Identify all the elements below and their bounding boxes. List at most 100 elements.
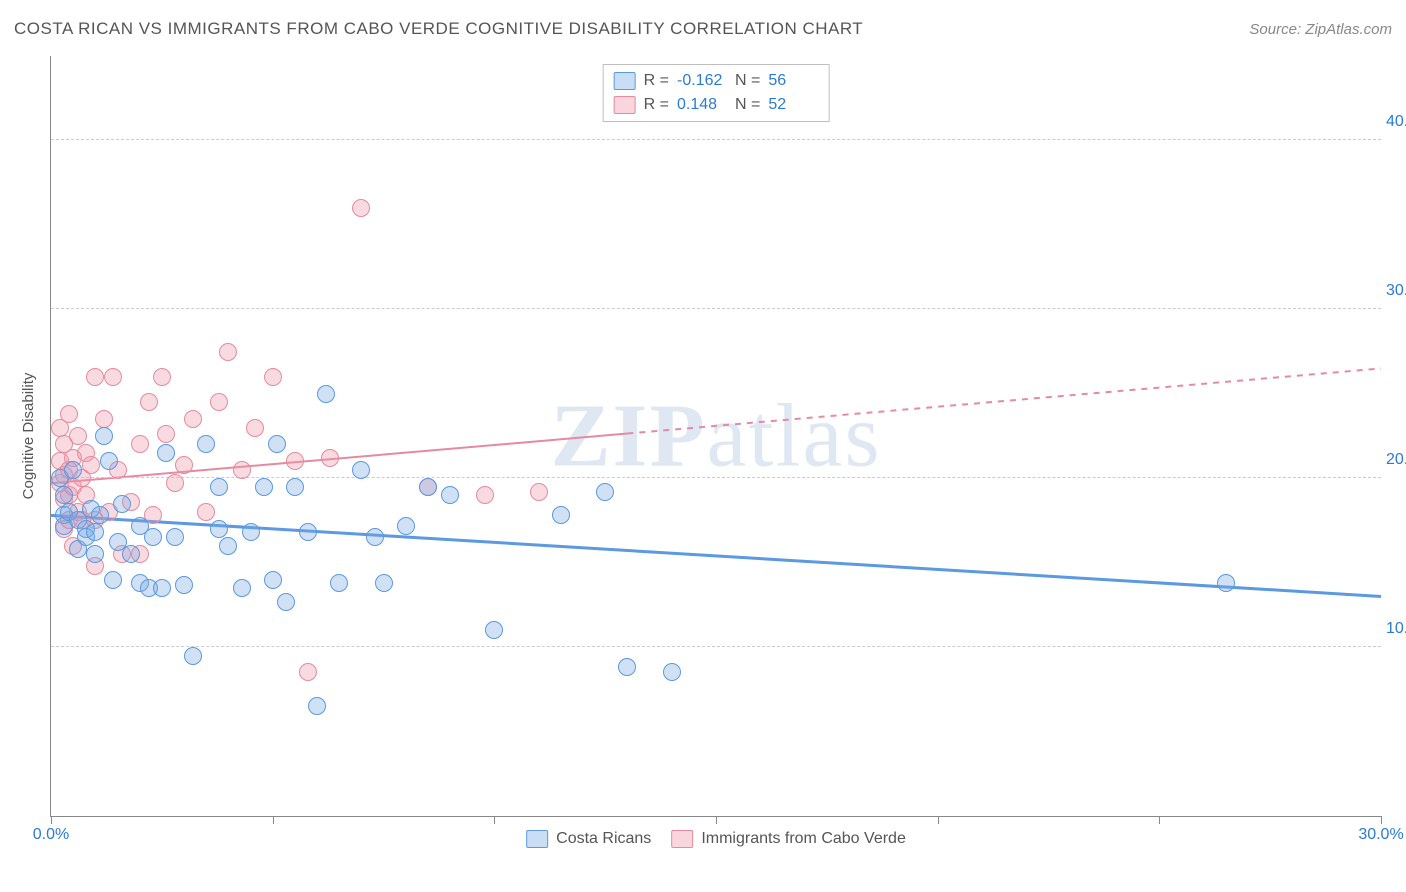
scatter-point (95, 427, 113, 445)
scatter-point (375, 574, 393, 592)
scatter-point (131, 435, 149, 453)
scatter-point (144, 528, 162, 546)
y-axis-label: Cognitive Disability (20, 373, 37, 500)
scatter-plot-area: ZIPatlas R = -0.162 N = 56 R = 0.148 N =… (50, 56, 1381, 817)
scatter-point (104, 571, 122, 589)
scatter-point (242, 523, 260, 541)
r-value-a: -0.162 (677, 72, 727, 90)
scatter-point (419, 478, 437, 496)
scatter-point (197, 503, 215, 521)
x-axis-limit-label: 30.0% (1358, 826, 1403, 844)
scatter-point (366, 528, 384, 546)
n-label: N = (735, 72, 760, 90)
scatter-point (246, 419, 264, 437)
scatter-point (1217, 574, 1235, 592)
scatter-point (233, 461, 251, 479)
scatter-point (175, 456, 193, 474)
scatter-point (277, 593, 295, 611)
scatter-point (184, 647, 202, 665)
scatter-point (197, 435, 215, 453)
scatter-point (308, 697, 326, 715)
scatter-point (596, 483, 614, 501)
n-value-a: 56 (768, 72, 818, 90)
watermark-right: atlas (707, 387, 882, 486)
y-tick-label: 40.0% (1386, 113, 1406, 131)
source-prefix: Source: (1249, 21, 1305, 38)
scatter-point (153, 579, 171, 597)
x-tick (1381, 816, 1382, 824)
trend-line (627, 368, 1381, 433)
scatter-point (663, 663, 681, 681)
scatter-point (321, 449, 339, 467)
x-tick (1159, 816, 1160, 824)
legend-label: Costa Ricans (556, 830, 651, 848)
scatter-point (268, 435, 286, 453)
chart-source: Source: ZipAtlas.com (1249, 21, 1392, 38)
x-tick (494, 816, 495, 824)
scatter-point (255, 478, 273, 496)
scatter-point (233, 579, 251, 597)
scatter-point (86, 523, 104, 541)
x-tick (716, 816, 717, 824)
r-label: R = (644, 96, 669, 114)
scatter-point (104, 368, 122, 386)
scatter-point (219, 537, 237, 555)
r-label: R = (644, 72, 669, 90)
scatter-point (530, 483, 548, 501)
scatter-point (184, 410, 202, 428)
scatter-point (299, 523, 317, 541)
n-value-b: 52 (768, 96, 818, 114)
scatter-point (299, 663, 317, 681)
legend-label: Immigrants from Cabo Verde (701, 830, 906, 848)
gridline (51, 139, 1381, 140)
chart-header: COSTA RICAN VS IMMIGRANTS FROM CABO VERD… (14, 15, 1392, 43)
r-value-b: 0.148 (677, 96, 727, 114)
scatter-point (100, 452, 118, 470)
scatter-point (153, 368, 171, 386)
scatter-point (157, 444, 175, 462)
scatter-point (166, 474, 184, 492)
scatter-point (317, 385, 335, 403)
scatter-point (113, 495, 131, 513)
scatter-point (441, 486, 459, 504)
swatch-series-b (614, 96, 636, 114)
chart-title: COSTA RICAN VS IMMIGRANTS FROM CABO VERD… (14, 19, 863, 39)
scatter-point (86, 368, 104, 386)
scatter-point (210, 393, 228, 411)
y-tick-label: 10.0% (1386, 620, 1406, 638)
scatter-point (485, 621, 503, 639)
scatter-point (210, 520, 228, 538)
gridline (51, 308, 1381, 309)
scatter-point (166, 528, 184, 546)
legend-row: R = 0.148 N = 52 (614, 93, 819, 117)
n-label: N = (735, 96, 760, 114)
scatter-point (64, 461, 82, 479)
scatter-point (91, 506, 109, 524)
scatter-point (140, 393, 158, 411)
gridline (51, 477, 1381, 478)
watermark-left: ZIP (551, 387, 707, 486)
correlation-legend: R = -0.162 N = 56 R = 0.148 N = 52 (603, 64, 830, 122)
swatch-series-a (614, 72, 636, 90)
x-tick (51, 816, 52, 824)
legend-item: Immigrants from Cabo Verde (671, 830, 906, 848)
scatter-point (95, 410, 113, 428)
scatter-point (219, 343, 237, 361)
scatter-point (122, 545, 140, 563)
scatter-point (264, 571, 282, 589)
scatter-point (82, 456, 100, 474)
scatter-point (552, 506, 570, 524)
scatter-point (175, 576, 193, 594)
legend-item: Costa Ricans (526, 830, 651, 848)
scatter-point (286, 452, 304, 470)
gridline (51, 646, 1381, 647)
source-value: ZipAtlas.com (1305, 21, 1392, 38)
scatter-point (397, 517, 415, 535)
y-tick-label: 30.0% (1386, 282, 1406, 300)
scatter-point (352, 461, 370, 479)
scatter-point (157, 425, 175, 443)
scatter-point (618, 658, 636, 676)
swatch-series-b (671, 830, 693, 848)
scatter-point (264, 368, 282, 386)
trend-lines-svg (51, 56, 1381, 816)
